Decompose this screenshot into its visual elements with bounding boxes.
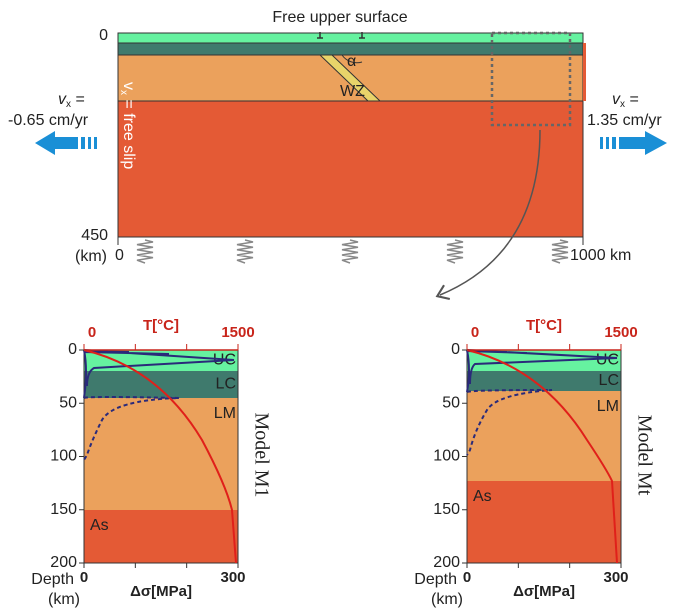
strength-curve-dashed: [83, 396, 180, 461]
depth-tick-label: 150: [433, 501, 460, 518]
depth-label: 450: [81, 227, 108, 244]
depth-tick-label: 50: [442, 394, 460, 411]
side-condition: vx = free slip: [118, 82, 136, 169]
layer: [84, 398, 238, 510]
layer-label: LM: [214, 405, 236, 422]
depth-unit: (km): [431, 591, 463, 608]
stress-tick-label: 0: [80, 569, 88, 586]
layer-label: As: [473, 488, 492, 505]
subscript: x: [66, 99, 71, 110]
top-model: Free upper surface 0 450 (km) 0 1000 km …: [8, 9, 667, 301]
right-arrow: [600, 131, 667, 155]
t-tick-label: 1500: [604, 324, 637, 341]
spring: [551, 239, 569, 264]
layer: [467, 481, 621, 563]
angle-label: α: [347, 53, 356, 70]
t-tick-label: 0: [88, 324, 96, 341]
panel: UC LC LM As 0 1500 T[°C] 0 300 Δσ[MPa] 0 50 100 150 20…: [414, 317, 655, 608]
geotherm: [83, 349, 237, 564]
surface-label: Free upper surface: [272, 9, 407, 26]
geotherm: [466, 349, 618, 564]
equals: =: [71, 91, 85, 108]
panel-title: Model Mt: [633, 415, 655, 496]
depth-tick-label: 100: [433, 448, 460, 465]
x-label: 1000 km: [570, 247, 631, 264]
stress-axis-label: Δσ[MPa]: [130, 583, 192, 600]
stress-tick-label: 300: [220, 569, 245, 586]
strength-curve: [83, 349, 235, 399]
layer-label: As: [90, 517, 109, 534]
text: = free slip: [120, 95, 137, 169]
depth-label: 0: [99, 27, 108, 44]
stress-axis-label: Δσ[MPa]: [513, 583, 575, 600]
spring: [236, 239, 254, 264]
weak-zone-label: WZ: [340, 83, 365, 100]
t-axis-label: T[°C]: [143, 317, 179, 334]
right-velocity-value: 1.35 cm/yr: [587, 112, 662, 129]
t-tick-label: 1500: [221, 324, 254, 341]
symbol: v: [58, 91, 67, 108]
left-arrow: [35, 131, 97, 155]
panel-title: Model M1: [250, 413, 272, 498]
x-label: 0: [115, 247, 124, 264]
equals: =: [625, 91, 639, 108]
depth-tick-label: 100: [50, 448, 77, 465]
t-tick-label: 0: [471, 324, 479, 341]
subscript: x: [620, 99, 625, 110]
depth-unit: (km): [48, 591, 80, 608]
side-text: vx = free slip: [118, 82, 136, 169]
depth-tick-label: 200: [433, 554, 460, 571]
left-velocity-value: -0.65 cm/yr: [8, 112, 89, 129]
spring: [341, 239, 359, 264]
stress-tick-label: 0: [463, 569, 471, 586]
layer-label: LM: [597, 398, 619, 415]
layer: [467, 371, 621, 391]
symbol: v: [120, 82, 137, 90]
depth-tick-label: 0: [68, 341, 77, 358]
depth-tick-label: 150: [50, 501, 77, 518]
right-velocity: vx =: [612, 91, 639, 109]
spring: [136, 239, 154, 264]
layer: [467, 391, 621, 481]
layer: [84, 371, 238, 398]
strength-curve: [466, 349, 618, 393]
stress-tick-label: 300: [603, 569, 628, 586]
depth-label: Depth: [31, 571, 74, 588]
depth-tick-label: 200: [50, 554, 77, 571]
spring: [446, 239, 464, 264]
layer-label: LC: [216, 376, 236, 393]
depth-tick-label: 50: [59, 394, 77, 411]
left-velocity: vx =: [58, 91, 85, 109]
layer-label: UC: [596, 352, 619, 369]
t-axis-label: T[°C]: [526, 317, 562, 334]
depth-tick-label: 0: [451, 341, 460, 358]
layer: [84, 510, 238, 563]
layer-label: LC: [599, 372, 619, 389]
depth-label: Depth: [414, 571, 457, 588]
subscript: x: [118, 90, 129, 95]
depth-unit: (km): [75, 248, 107, 265]
symbol: v: [612, 91, 621, 108]
springs: [136, 239, 569, 264]
